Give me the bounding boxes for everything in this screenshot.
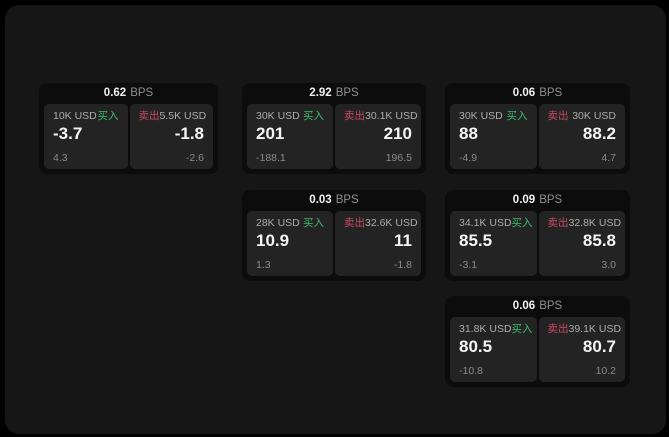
buy-sub-value: 1.3 (256, 258, 271, 271)
sell-size: 30K USD (572, 110, 616, 122)
spread-header: 0.06 BPS (450, 296, 625, 317)
buy-side-label: 买入 (303, 217, 324, 229)
buy-price: 88 (459, 123, 478, 143)
sell-price: 210 (383, 123, 412, 143)
sell-panel[interactable]: 卖出 30.1K USD 210 196.5 (335, 104, 421, 169)
sell-sub-value: 196.5 (385, 151, 412, 164)
spread-unit: BPS (539, 86, 563, 99)
sell-sub-value: 4.7 (601, 151, 616, 164)
buy-price: 10.9 (256, 230, 290, 250)
buy-size: 30K USD (459, 110, 503, 122)
buy-side-label: 买入 (303, 110, 324, 122)
buy-side-label: 买入 (511, 217, 533, 229)
buy-price: 85.5 (459, 230, 493, 250)
buy-panel[interactable]: 28K USD 买入 10.9 1.3 (247, 211, 333, 276)
buy-price: -3.7 (53, 123, 83, 143)
sell-sub-value: 10.2 (595, 364, 616, 377)
buy-panel[interactable]: 10K USD 买入 -3.7 4.3 (44, 104, 128, 169)
buy-size: 28K USD (256, 217, 300, 229)
buy-sub-value: -10.8 (459, 364, 483, 377)
spread-unit: BPS (335, 86, 359, 99)
buy-size: 10K USD (53, 110, 97, 122)
buy-price: 80.5 (459, 336, 493, 356)
spread-value: 0.06 (512, 299, 536, 312)
spread-value: 0.03 (309, 193, 332, 206)
quote-card-1: 0.62 BPS 10K USD 买入 -3.7 4.3 卖出 5.5K USD… (39, 83, 218, 174)
buy-panel[interactable]: 30K USD 买入 88 -4.9 (450, 104, 537, 169)
spread-header: 0.62 BPS (44, 83, 213, 104)
spread-value: 0.09 (512, 193, 536, 206)
sell-price: -1.8 (174, 123, 204, 143)
spread-header: 0.03 BPS (247, 190, 421, 211)
sell-price: 80.7 (582, 336, 616, 356)
sell-size: 39.1K USD (568, 323, 622, 335)
quote-card-5: 0.09 BPS 34.1K USD 买入 85.5 -3.1 卖出 32.8K… (445, 190, 630, 281)
sell-side-label: 卖出 (138, 110, 160, 122)
buy-size: 30K USD (256, 110, 300, 122)
sell-size: 32.6K USD (365, 217, 418, 229)
buy-size: 31.8K USD (459, 323, 512, 335)
sell-size: 30.1K USD (365, 110, 418, 122)
sell-side-label: 卖出 (344, 217, 365, 229)
spread-unit: BPS (539, 193, 563, 206)
spread-value: 0.62 (103, 86, 127, 99)
sell-price: 88.2 (582, 123, 616, 143)
spread-header: 0.06 BPS (450, 83, 625, 104)
buy-panel[interactable]: 30K USD 买入 201 -188.1 (247, 104, 333, 169)
quote-card-6: 0.06 BPS 31.8K USD 买入 80.5 -10.8 卖出 39.1… (445, 296, 630, 387)
buy-side-label: 买入 (511, 323, 533, 335)
quote-card-4: 0.03 BPS 28K USD 买入 10.9 1.3 卖出 32.6K US… (242, 190, 426, 281)
sell-panel[interactable]: 卖出 5.5K USD -1.8 -2.6 (129, 104, 213, 169)
sell-price: 11 (394, 230, 412, 250)
buy-price: 201 (256, 123, 285, 143)
sell-sub-value: -2.6 (185, 151, 204, 164)
sell-panel[interactable]: 卖出 39.1K USD 80.7 10.2 (538, 317, 625, 382)
spread-unit: BPS (130, 86, 154, 99)
sell-size: 32.8K USD (568, 217, 622, 229)
buy-panel[interactable]: 34.1K USD 买入 85.5 -3.1 (450, 211, 537, 276)
spread-header: 0.09 BPS (450, 190, 625, 211)
sell-size: 5.5K USD (159, 110, 207, 122)
app-window: 0.62 BPS 10K USD 买入 -3.7 4.3 卖出 5.5K USD… (5, 5, 666, 434)
buy-sub-value: 4.3 (53, 151, 68, 164)
sell-panel[interactable]: 卖出 32.8K USD 85.8 3.0 (538, 211, 625, 276)
sell-side-label: 卖出 (344, 110, 365, 122)
buy-side-label: 买入 (506, 110, 528, 122)
sell-sub-value: -1.8 (393, 258, 412, 271)
buy-sub-value: -3.1 (459, 258, 478, 271)
sell-side-label: 卖出 (547, 110, 569, 122)
sell-side-label: 卖出 (547, 217, 569, 229)
quote-card-3: 0.06 BPS 30K USD 买入 88 -4.9 卖出 30K USD 8… (445, 83, 630, 174)
sell-price: 85.8 (582, 230, 616, 250)
buy-side-label: 买入 (97, 110, 119, 122)
buy-size: 34.1K USD (459, 217, 512, 229)
spread-unit: BPS (335, 193, 359, 206)
buy-sub-value: -188.1 (256, 151, 286, 164)
sell-side-label: 卖出 (547, 323, 569, 335)
spread-unit: BPS (539, 299, 563, 312)
buy-panel[interactable]: 31.8K USD 买入 80.5 -10.8 (450, 317, 537, 382)
spread-value: 2.92 (309, 86, 332, 99)
quote-card-2: 2.92 BPS 30K USD 买入 201 -188.1 卖出 30.1K … (242, 83, 426, 174)
sell-sub-value: 3.0 (601, 258, 616, 271)
buy-sub-value: -4.9 (459, 151, 478, 164)
sell-panel[interactable]: 卖出 30K USD 88.2 4.7 (538, 104, 625, 169)
spread-value: 0.06 (512, 86, 536, 99)
spread-header: 2.92 BPS (247, 83, 421, 104)
sell-panel[interactable]: 卖出 32.6K USD 11 -1.8 (335, 211, 421, 276)
